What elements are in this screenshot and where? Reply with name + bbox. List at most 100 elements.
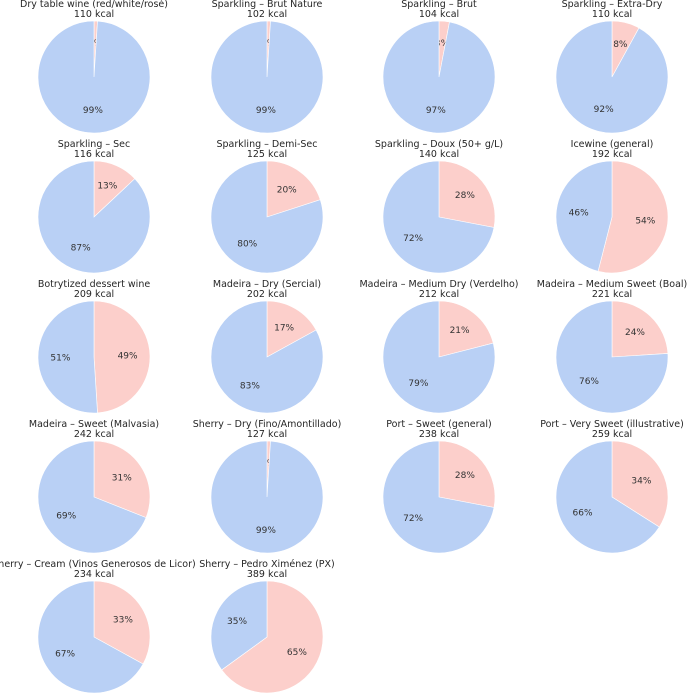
pie-chart: Port – Very Sweet (illustrative)259 kcal… [540,419,684,554]
pie-slice [611,440,669,528]
pie-percent-label: 79% [408,379,428,389]
pie-slice [266,300,317,358]
pie-slice [382,440,495,554]
pie-slice [93,580,151,665]
pie-title: Sparkling – Brut [401,0,477,10]
pie-chart: Sherry – Dry (Fino/Amontillado)127 kcal 1… [193,419,342,554]
pie-percent-label: 66% [573,509,593,519]
pie-percent-label: 87% [71,243,91,253]
pie-chart: Madeira – Sweet (Malvasia)242 kcal 31% 69% [29,419,159,554]
pie-percent-label: 72% [403,234,423,244]
pie-title: Sparkling – Doux (50+ g/L) [375,139,503,150]
pie-title: Sparkling – Brut Nature [212,0,323,10]
pie-slice [266,160,321,218]
pie-slice [438,440,496,508]
pie-percent-label: 92% [594,105,614,115]
pie-percent-label: 24% [625,328,645,338]
pie-subtitle: 209 kcal [74,289,114,300]
pie-chart: Sherry – Cream (Vinos Generosos de Licor… [0,559,196,694]
pie-percent-label: 34% [631,476,651,486]
pie-title: Botrytized dessert wine [38,279,151,290]
pie-title: Madeira – Medium Dry (Verdelho) [359,279,518,290]
pie-percent-label: 49% [118,351,138,361]
pie-percent-label: 17% [274,324,294,334]
pie-slice [93,300,151,414]
pie-slice [210,580,268,671]
pie-percent-label: 99% [256,526,276,536]
pie-title: Madeira – Medium Sweet (Boal) [537,279,688,290]
pie-slice [37,20,151,134]
pie-percent-label: 31% [112,474,132,484]
pie-percent-label: 99% [83,106,103,116]
pie-slice [611,300,669,358]
pie-slice [37,160,151,274]
pie-percent-label: 69% [56,511,76,521]
pie-slice [555,300,669,414]
pie-percent-label: 72% [403,514,423,524]
pie-percent-label: 33% [113,615,133,625]
pie-title: Sherry – Cream (Vinos Generosos de Licor… [0,559,196,570]
pie-chart: Sparkling – Doux (50+ g/L)140 kcal 28% 72% [375,139,503,274]
pie-slice [597,160,669,274]
pie-chart: Sherry – Pedro Ximénez (PX)389 kcal 65% 35… [199,559,335,694]
pie-subtitle: 259 kcal [592,429,632,440]
pie-percent-label: 76% [579,377,599,387]
pie-subtitle: 242 kcal [74,429,114,440]
pie-chart: Icewine (general)192 kcal 54% 46% [555,139,669,274]
pie-percent-label: 46% [569,208,589,218]
pie-percent-label: 13% [97,182,117,192]
pie-title: Madeira – Dry (Sercial) [213,279,321,290]
pie-subtitle: 110 kcal [74,9,114,20]
pie-slice [382,160,495,274]
pie-title: Sparkling – Demi-Sec [217,139,318,150]
pie-title: Sherry – Dry (Fino/Amontillado) [193,419,342,430]
pie-percent-label: 83% [240,381,260,391]
pie-slice [438,160,496,228]
pie-percent-label: 1% [261,39,276,49]
pie-slice [93,440,151,519]
pie-chart: Port – Sweet (general)238 kcal 28% 72% [382,419,496,554]
pie-subtitle: 102 kcal [247,9,287,20]
pie-slice [210,160,324,274]
pie-title: Port – Sweet (general) [386,419,491,430]
pie-title: Dry table wine (red/white/rosé) [20,0,168,10]
pie-title: Madeira – Sweet (Malvasia) [29,419,159,430]
pie-chart: Madeira – Medium Sweet (Boal)221 kcal 24%… [537,279,688,414]
pie-percent-label: 1% [88,39,103,49]
pie-percent-label: 8% [613,40,628,50]
pie-subtitle: 125 kcal [247,149,287,160]
pie-subtitle: 389 kcal [247,569,287,580]
pie-title: Sherry – Pedro Ximénez (PX) [199,559,335,570]
pie-slice [438,300,494,358]
pie-percent-label: 65% [287,648,307,658]
pie-slice [555,160,613,272]
pie-subtitle: 234 kcal [74,569,114,580]
pie-percent-label: 99% [256,106,276,116]
pie-subtitle: 221 kcal [592,289,632,300]
pie-percent-label: 67% [55,650,75,660]
pie-subtitle: 110 kcal [592,9,632,20]
pie-subtitle: 238 kcal [419,429,459,440]
pie-subtitle: 202 kcal [247,289,287,300]
pie-percent-label: 51% [50,354,70,364]
pie-percent-label: 97% [426,106,446,116]
pie-percent-label: 21% [450,326,470,336]
pie-slice [37,580,144,694]
pie-chart: Madeira – Medium Dry (Verdelho)212 kcal 2… [359,279,519,414]
pie-subtitle: 192 kcal [592,149,632,160]
pie-title: Icewine (general) [571,139,654,150]
pie-percent-label: 1% [261,459,276,469]
pie-slice [210,440,324,554]
pie-slice [555,20,669,134]
pie-slice [210,20,324,134]
pie-percent-label: 28% [455,191,475,201]
pie-slice [37,300,98,414]
pie-slice [382,20,496,134]
pie-percent-label: 20% [277,185,297,195]
pie-title: Sparkling – Extra-Dry [562,0,663,10]
